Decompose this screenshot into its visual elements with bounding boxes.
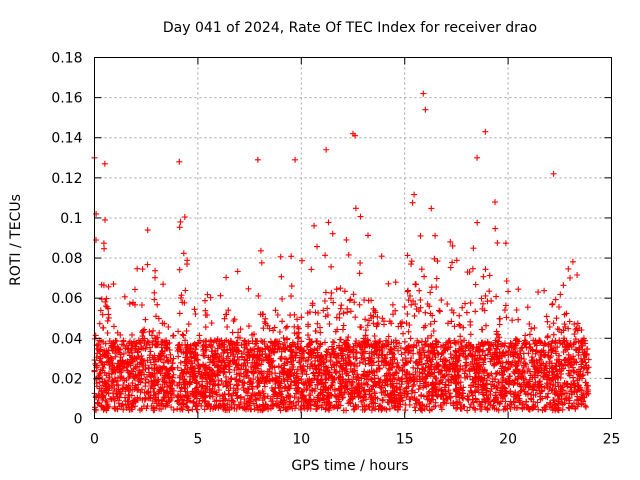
data-point-peak-8 (420, 90, 427, 97)
y-tick-label: 0.1 (60, 211, 82, 227)
y-axis-label: ROTI / TECUs (8, 194, 24, 286)
x-tick-labels: 0 5 10 15 20 25 (90, 432, 620, 448)
data-point-peak-9 (422, 106, 429, 113)
x-tick-label: 25 (603, 432, 621, 448)
data-point-peak-10 (482, 128, 489, 135)
data-point-peak-7 (352, 132, 359, 139)
x-axis-label: GPS time / hours (291, 458, 408, 474)
y-tick-label: 0.02 (51, 371, 82, 387)
y-tick-label: 0.06 (51, 291, 82, 307)
roti-scatter-points (91, 191, 592, 414)
data-point-peak-4 (292, 156, 299, 163)
y-tick-label: 0.04 (51, 331, 82, 347)
x-tick-label: 15 (396, 432, 414, 448)
y-tick-label: 0.16 (51, 91, 82, 107)
y-tick-label: 0.12 (51, 171, 82, 187)
chart-title: Day 041 of 2024, Rate Of TEC Index for r… (163, 20, 537, 36)
y-tick-label: 0.08 (51, 251, 82, 267)
x-tick-label: 0 (90, 432, 99, 448)
x-tick-label: 20 (499, 432, 517, 448)
data-point-peak-12 (550, 170, 557, 177)
data-point-peak-2 (176, 158, 183, 165)
y-tick-label: 0.14 (51, 131, 82, 147)
y-tick-label: 0.18 (51, 51, 82, 67)
data-point-peak-3 (254, 156, 261, 163)
x-tick-label: 5 (193, 432, 202, 448)
axis-ticks (94, 57, 612, 419)
data-point-peak-1 (101, 160, 108, 167)
data-points (91, 90, 592, 414)
plot-frame (94, 57, 612, 419)
y-tick-label: 0 (74, 412, 83, 428)
x-tick-label: 10 (292, 432, 310, 448)
y-tick-labels: 0 0.02 0.04 0.06 0.08 0.1 0.12 0.14 0.16 0.18 (51, 51, 82, 428)
data-point-peak-5 (323, 146, 330, 153)
data-point-peak-11 (474, 154, 481, 161)
